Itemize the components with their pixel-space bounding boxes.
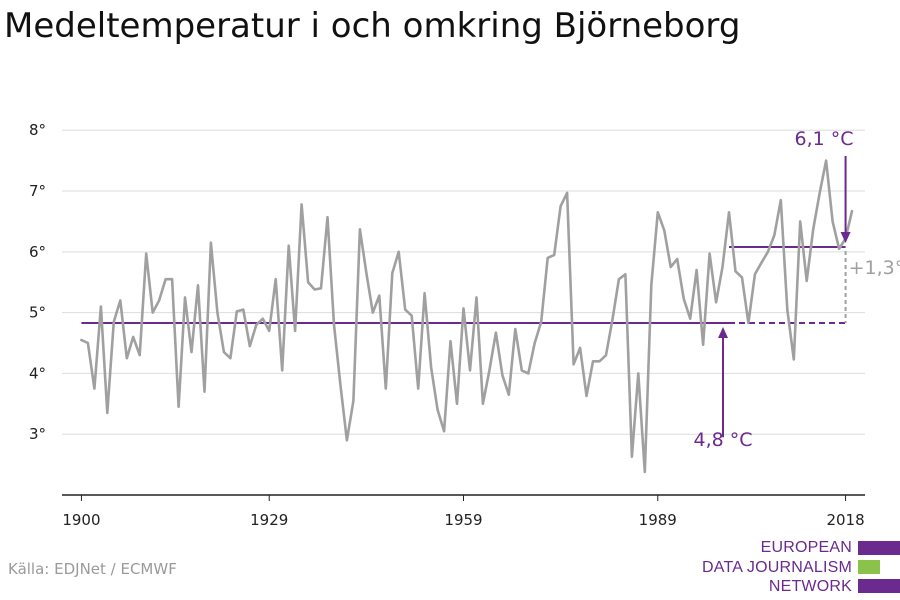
x-tick-label: 1929 (250, 511, 288, 529)
annotations: 4,8 °C 6,1 °C +1,3° (693, 128, 900, 451)
reference-lines (81, 245, 847, 324)
logo-line-2: DATA JOURNALISM (702, 558, 852, 576)
y-tick-label: 8° (29, 121, 46, 139)
past-arrow-head (718, 326, 729, 338)
x-axis: 1900 1929 1959 1989 2018 (62, 494, 865, 529)
source-note: Källa: EDJNet / ECMWF (8, 560, 177, 578)
y-tick-label: 3° (29, 425, 46, 443)
y-tick-label: 7° (29, 182, 46, 200)
y-tick-label: 6° (29, 243, 46, 261)
series-lines (80, 159, 854, 474)
x-tick-label: 1959 (444, 511, 482, 529)
difference-label: +1,3° (849, 257, 900, 279)
past-average-label: 4,8 °C (693, 429, 752, 451)
y-tick-label: 5° (29, 304, 46, 322)
gridlines (62, 129, 865, 435)
logo-line-1: EUROPEAN (760, 539, 852, 556)
logo-bar-top (858, 541, 900, 555)
chart-title: Medeltemperatur i och omkring Björneborg (4, 6, 741, 46)
edjnet-logo[interactable]: EUROPEAN DATA JOURNALISM NETWORK (690, 538, 900, 598)
x-tick-label: 1989 (639, 511, 677, 529)
recent-arrow-head (840, 231, 851, 243)
temperature-series-line (80, 159, 854, 474)
x-tick-label: 1900 (62, 511, 100, 529)
x-tick-label: 2018 (826, 511, 864, 529)
y-tick-label: 4° (29, 364, 46, 382)
logo-bar-bottom (858, 579, 900, 593)
logo-text: EUROPEAN DATA JOURNALISM NETWORK (702, 538, 852, 597)
y-tick-labels: 3° 4° 5° 6° 7° 8° (29, 121, 46, 443)
recent-average-label: 6,1 °C (794, 128, 853, 150)
logo-bar-middle (858, 560, 880, 574)
logo-line-3: NETWORK (768, 578, 852, 595)
